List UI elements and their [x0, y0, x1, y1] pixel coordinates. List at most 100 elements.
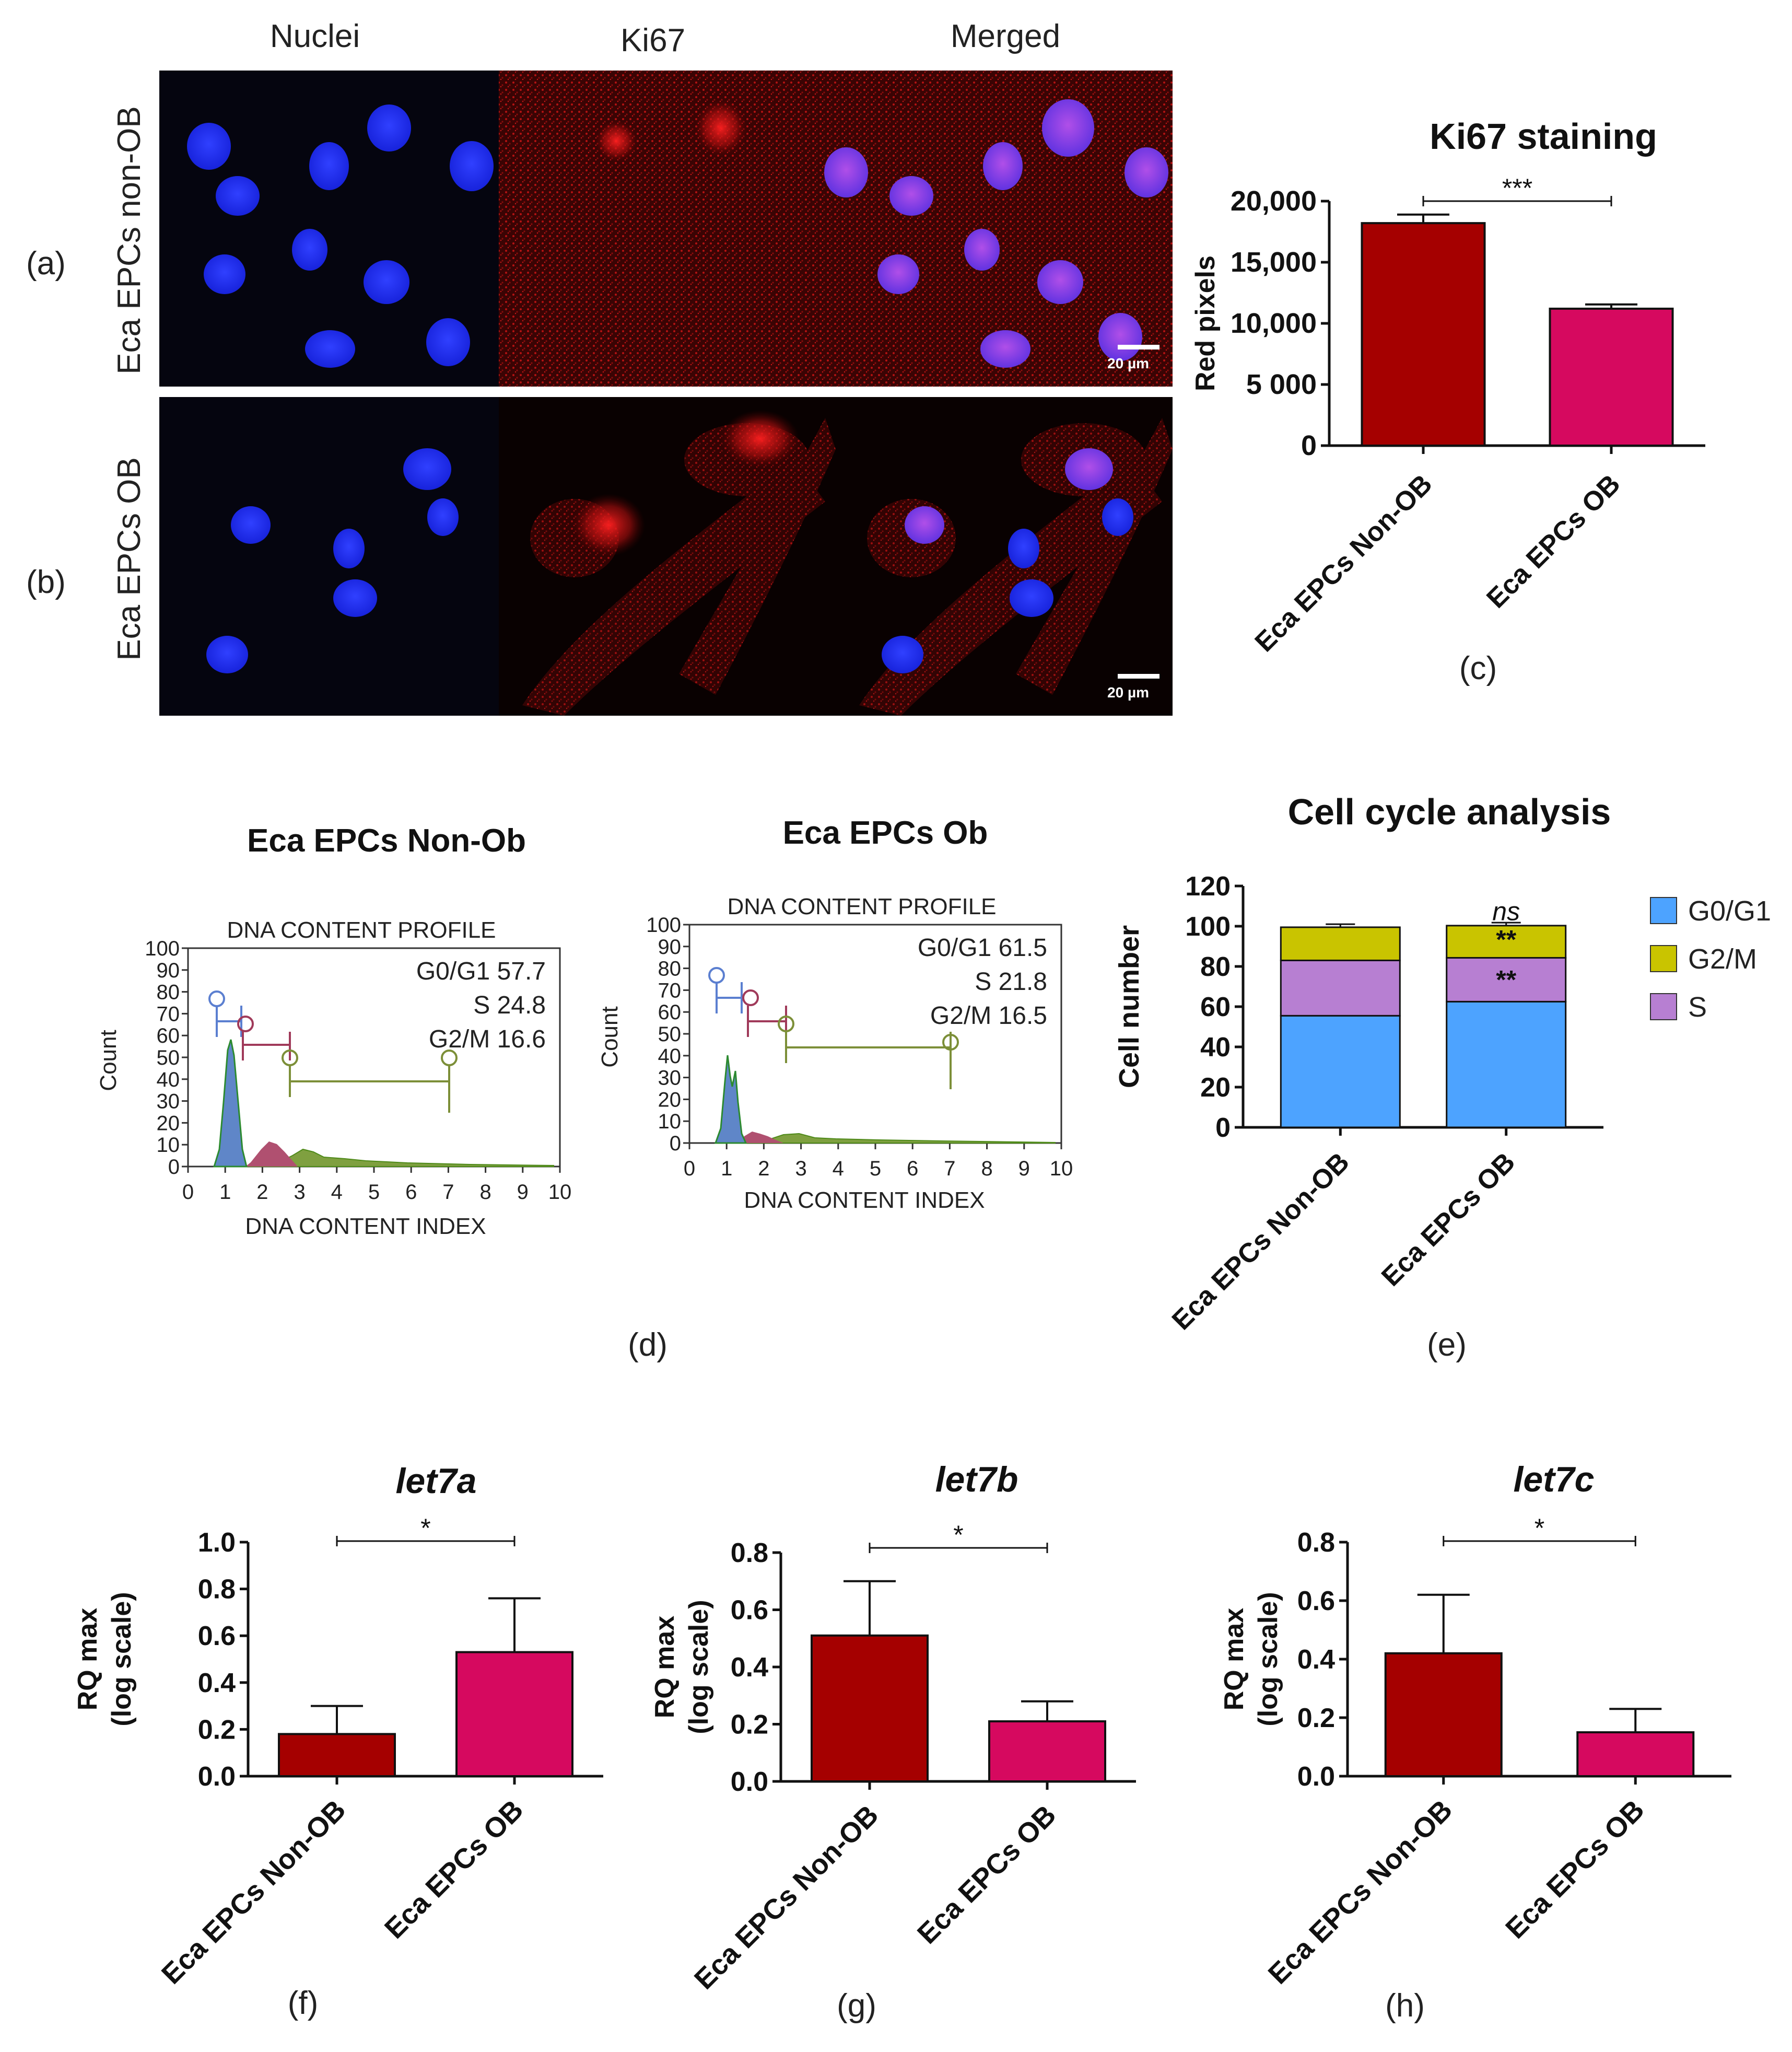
- y-tick-label: 20,000: [1231, 185, 1317, 217]
- y-tick-label: 0.8: [731, 1538, 768, 1568]
- let7b-bar-chart: let7b 0.0 0.2 0.4 0.6 0.8 RQ max (log scale) Eca…: [650, 1460, 1136, 1996]
- panel-label-a: (a): [26, 246, 66, 282]
- histogram-stat: G2/M 16.5: [930, 1002, 1047, 1030]
- histogram-xtick-label: 6: [907, 1157, 918, 1180]
- let7a-bar-chart: let7a 0.0 0.2 0.4 0.6 0.8 1.0 RQ max (log scale)…: [73, 1461, 603, 1990]
- row-label-ob: Eca EPCs OB: [111, 457, 147, 660]
- legend-swatch: [1650, 897, 1677, 924]
- histogram-xtick-label: 5: [368, 1181, 380, 1204]
- y-axis-label: Cell number: [1114, 925, 1145, 1088]
- stacked-bar-segment: [1280, 959, 1401, 1017]
- histogram-ytick-label: 20: [157, 1112, 180, 1135]
- annotation-g2m: **: [1496, 925, 1516, 954]
- y-tick-label: 0.0: [198, 1762, 236, 1792]
- image-ki67-non-ob: [499, 71, 836, 387]
- histogram-xticks: 0 1 2 3 4 5 6 7 8 9 10: [684, 1143, 1073, 1180]
- ki67-bar-chart: Ki67 staining 0 5 000 10,000 15,000 20,000 Red…: [1190, 116, 1705, 658]
- scalebar-a: 20 µm: [1107, 345, 1159, 371]
- y-tick-label: 0.4: [1297, 1645, 1335, 1675]
- y-tick-label: 20: [1200, 1072, 1231, 1103]
- y-tick-label: 0.6: [198, 1621, 236, 1651]
- histogram-xtick-label: 0: [182, 1181, 194, 1204]
- histogram-ytick-label: 30: [658, 1067, 682, 1090]
- category-label: Eca EPCs OB: [911, 1799, 1062, 1950]
- bar: [455, 1651, 573, 1778]
- y-tick-label: 60: [1200, 992, 1231, 1022]
- column-label-merged: Merged: [951, 18, 1060, 54]
- let7c-bar-chart: let7c 0.0 0.2 0.4 0.6 0.8 RQ max (log scale) Eca…: [1219, 1460, 1731, 1990]
- y-axis-label: (log scale): [1253, 1592, 1283, 1726]
- histogram-g0g1-distribution: [213, 1039, 248, 1168]
- y-tick-label: 0.2: [198, 1715, 236, 1745]
- category-label: Eca EPCs OB: [1481, 469, 1626, 614]
- histogram-ytick-label: 50: [658, 1023, 682, 1046]
- chart-title: let7a: [396, 1461, 477, 1501]
- svg-text:20 µm: 20 µm: [1107, 355, 1149, 371]
- legend-swatch: [1650, 993, 1677, 1020]
- y-tick-label: 120: [1185, 871, 1231, 902]
- category-label: Eca EPCs Non-OB: [156, 1794, 352, 1990]
- legend-swatch: [1650, 945, 1677, 972]
- y-tick-label: 80: [1200, 952, 1231, 982]
- histogram-ytick-label: 40: [157, 1068, 180, 1091]
- histogram-xtick-label: 1: [721, 1157, 732, 1180]
- scalebar-b: 20 µm: [1107, 674, 1159, 701]
- histogram-s-distribution: [245, 1141, 298, 1167]
- y-tick-label: 0: [1215, 1113, 1231, 1143]
- y-tick-label: 5 000: [1246, 369, 1317, 400]
- category-label: Eca EPCs OB: [1376, 1147, 1521, 1292]
- y-axis-label: RQ max: [1219, 1608, 1249, 1711]
- bar: [1549, 307, 1674, 447]
- histogram-ytick-label: 100: [646, 914, 681, 937]
- histogram-xtick-label: 10: [548, 1181, 572, 1204]
- y-tick-label: 15,000: [1231, 247, 1317, 278]
- y-tick-label: 10,000: [1231, 308, 1317, 339]
- y-tick-label: 100: [1185, 912, 1231, 942]
- category-label: Eca EPCs Non-OB: [1262, 1794, 1459, 1990]
- panel-label-b: (b): [26, 564, 66, 600]
- category-label: Eca EPCs Non-OB: [1249, 469, 1438, 658]
- y-tick-label: 0.2: [731, 1710, 768, 1740]
- significance-marker: *: [953, 1520, 963, 1549]
- histogram-ytick-label: 10: [658, 1110, 682, 1133]
- panel-label-h: (h): [1385, 1988, 1425, 2024]
- histogram-gates: [208, 990, 458, 1113]
- y-axis-label: RQ max: [650, 1616, 680, 1719]
- histogram-xtick-label: 7: [442, 1181, 454, 1204]
- histogram-ytick-label: 60: [658, 1001, 682, 1024]
- histogram-ylabel: Count: [597, 1006, 623, 1067]
- stacked-bar-segment: [1446, 925, 1567, 959]
- image-nuclei-ob: [159, 397, 499, 716]
- histogram-ylabel: Count: [96, 1030, 121, 1091]
- histogram-xtick-label: 9: [517, 1181, 529, 1204]
- histogram-g0g1-distribution: [714, 1055, 747, 1144]
- ki67-blobs-non-ob: [595, 99, 747, 162]
- histogram-ytick-label: 0: [168, 1156, 180, 1179]
- histogram-ytick-label: 80: [157, 981, 180, 1004]
- histogram-xtick-label: 8: [479, 1181, 491, 1204]
- histogram-gates: [708, 967, 959, 1089]
- significance-marker: *: [420, 1513, 430, 1543]
- y-tick-label: 0.2: [1297, 1703, 1335, 1733]
- histogram-xtick-label: 6: [405, 1181, 417, 1204]
- y-axis-label: Red pixels: [1190, 255, 1221, 391]
- panel-label-d: (d): [628, 1327, 667, 1363]
- chart-title: let7b: [935, 1460, 1018, 1499]
- histogram-subtitle: DNA CONTENT PROFILE: [227, 917, 496, 943]
- y-tick-label: 0.0: [1297, 1762, 1335, 1792]
- histogram-xlabel: DNA CONTENT INDEX: [744, 1187, 985, 1213]
- y-tick-label: 0: [1301, 430, 1317, 461]
- category-label: Eca EPCs OB: [1500, 1794, 1650, 1945]
- merged-nuclei-non-ob: [824, 99, 1168, 368]
- histogram-xlabel: DNA CONTENT INDEX: [245, 1214, 486, 1239]
- histogram-ytick-label: 10: [157, 1134, 180, 1157]
- legend-label: G2/M: [1688, 943, 1757, 975]
- chart-title: let7c: [1514, 1460, 1595, 1499]
- histogram-xtick-label: 2: [256, 1181, 268, 1204]
- histogram-ytick-label: 80: [658, 958, 682, 981]
- y-axis-label: (log scale): [107, 1592, 137, 1726]
- chart-title: Ki67 staining: [1430, 116, 1657, 157]
- stacked-bar-segment: [1446, 957, 1567, 1002]
